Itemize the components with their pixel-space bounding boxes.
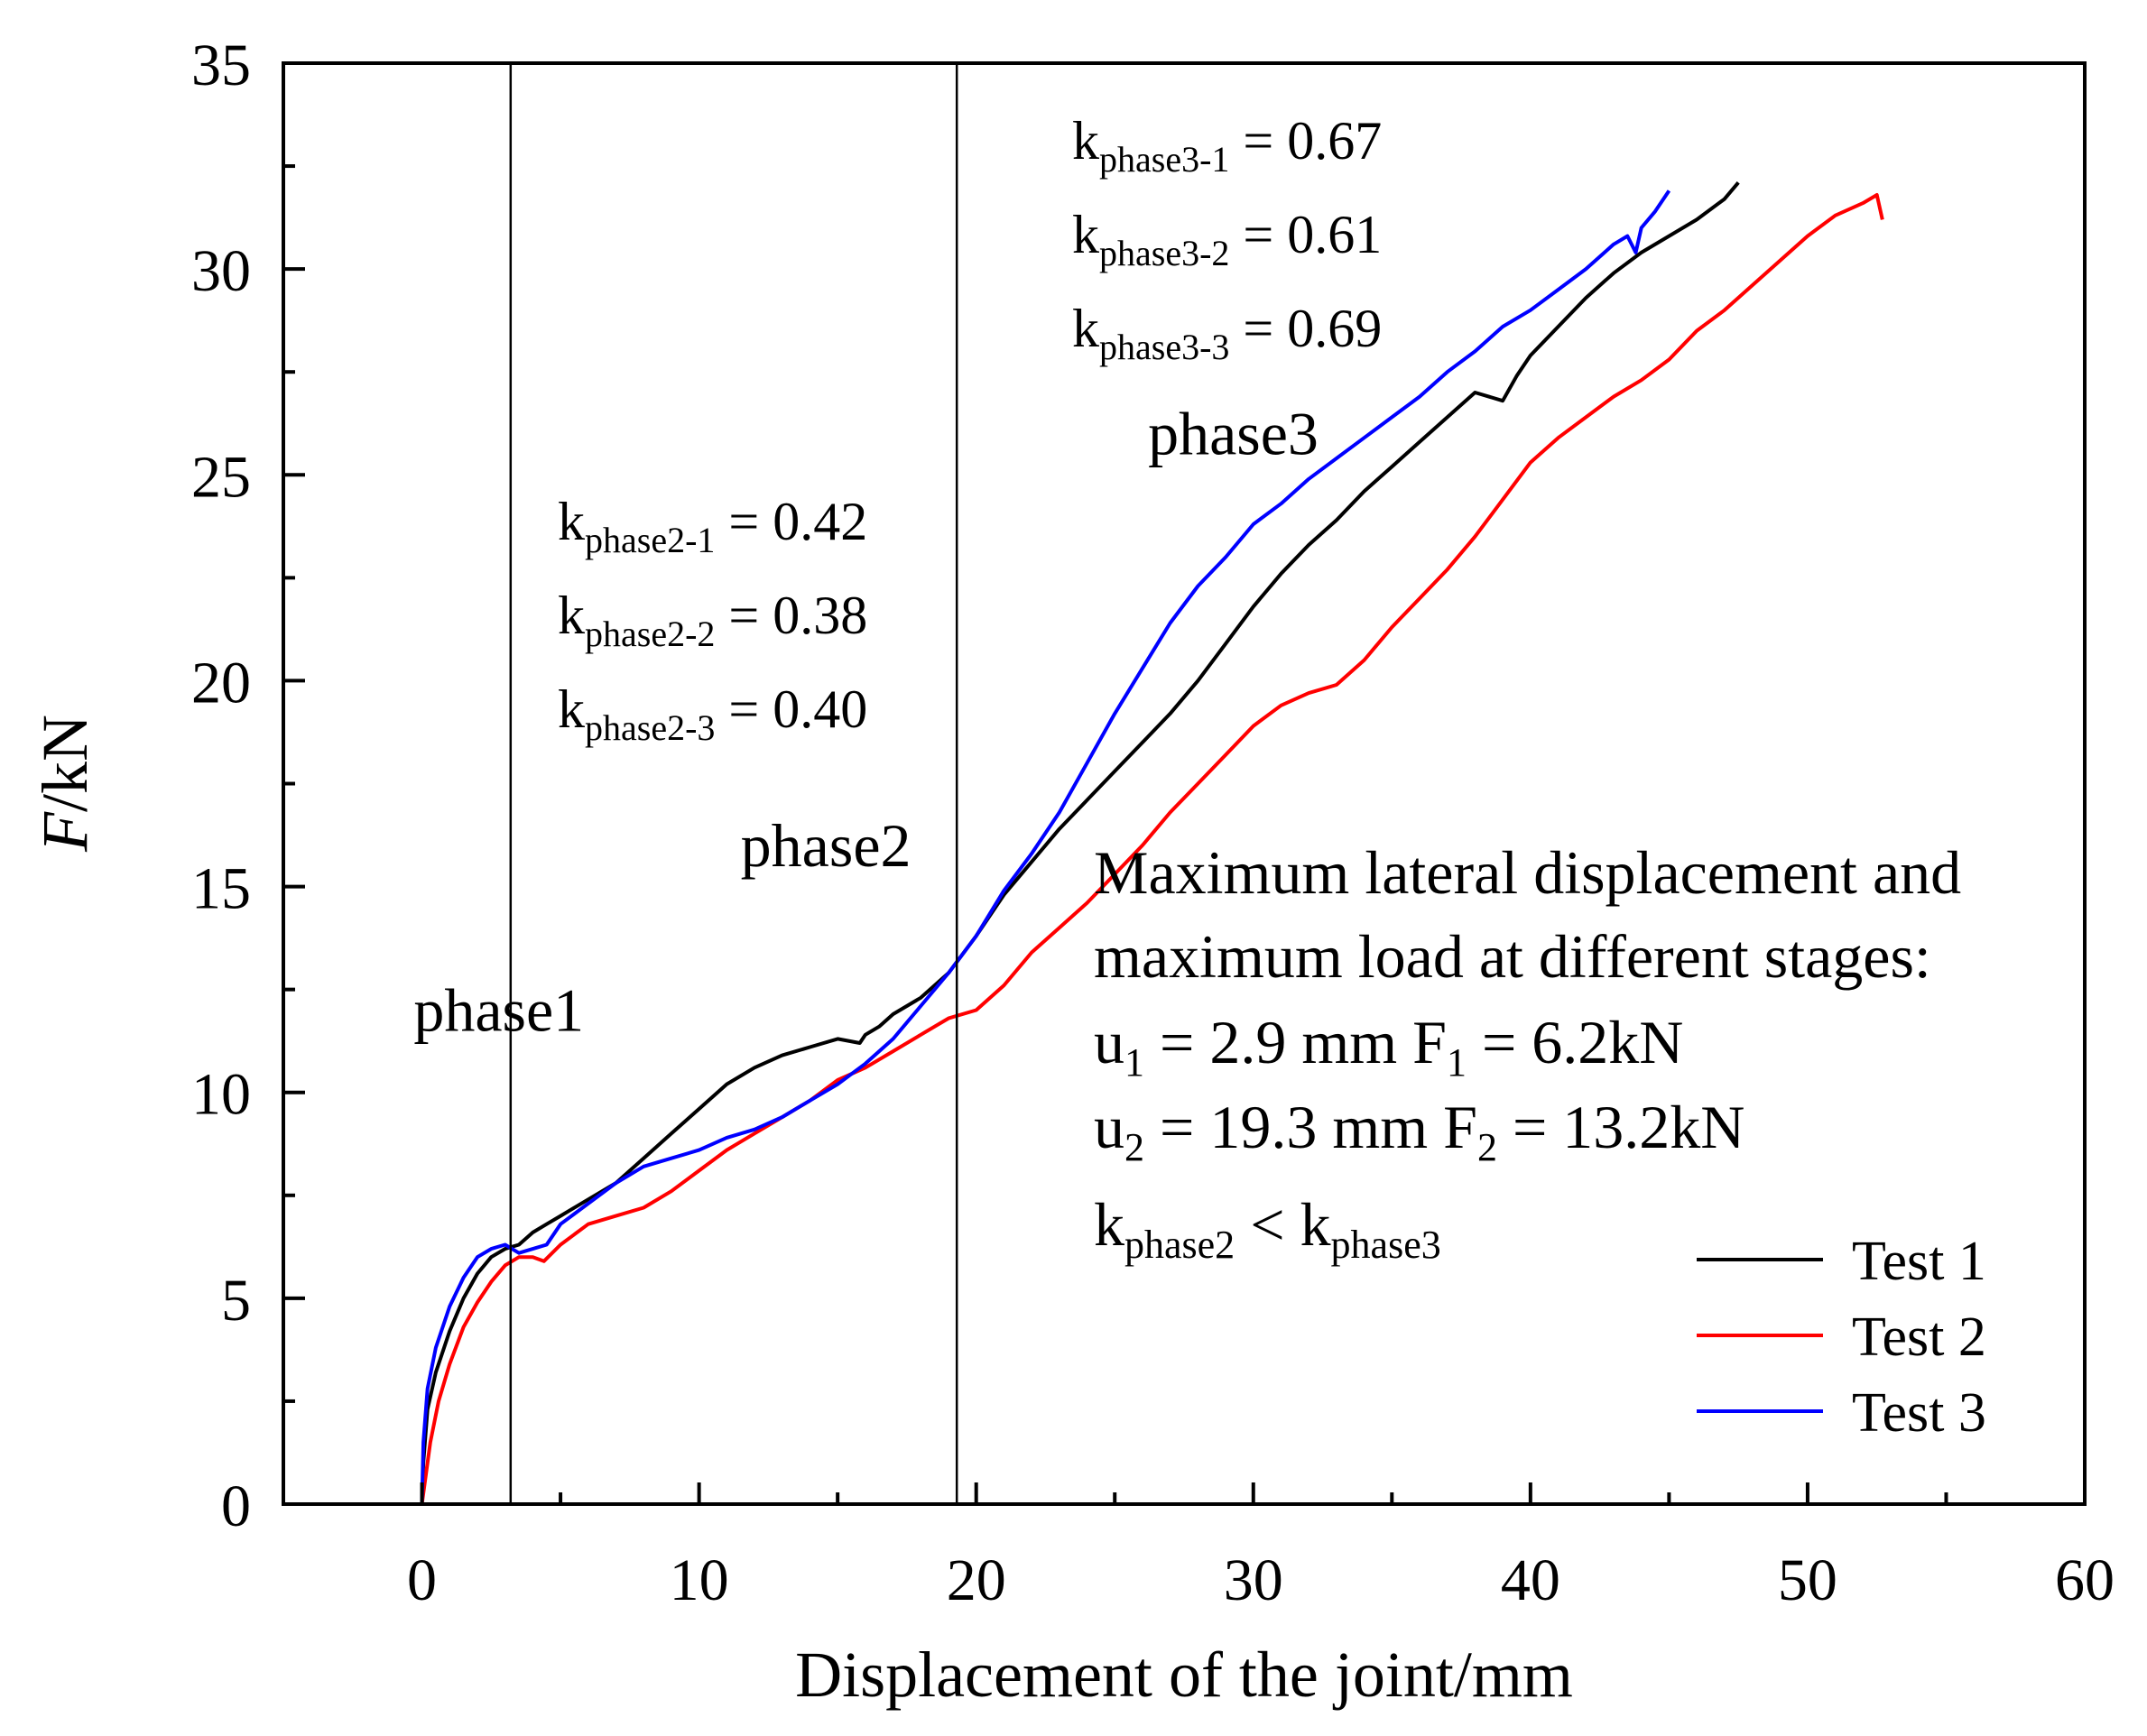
x-tick-label: 30 [1224,1547,1283,1613]
y-tick-label: 25 [191,444,251,510]
phase3-slope-3: kphase3-3 = 0.69 [1072,299,1382,367]
x-tick-label: 40 [1501,1547,1560,1613]
summary-annotation: Maximum lateral displacement and maximum… [1094,838,1961,1267]
legend: Test 1 Test 2 Test 3 [1697,1231,1986,1444]
summary-line-1: Maximum lateral displacement and [1094,838,1961,907]
x-tick-label: 50 [1778,1547,1837,1613]
phase2-slope-2: kphase2-2 = 0.38 [558,586,867,654]
x-axis-label: Displacement of the joint/mm [795,1639,1573,1711]
summary-u2: u2 = 19.3 mm F2 = 13.2kN [1094,1093,1744,1169]
phase-label-1: phase1 [413,975,584,1044]
summary-k-compare: kphase2 < kphase3 [1094,1190,1441,1267]
phase3-slope-1: kphase3-1 = 0.67 [1072,111,1382,180]
legend-label-test-1: Test 1 [1852,1231,1986,1292]
phase2-slope-annotations: kphase2-1 = 0.42 kphase2-2 = 0.38 kphase… [558,492,867,748]
y-tick-label: 5 [221,1268,251,1334]
legend-label-test-3: Test 3 [1852,1382,1986,1444]
x-tick-label: 10 [670,1547,729,1613]
y-axis-label: F/kN [29,715,101,853]
y-tick-label: 10 [191,1062,251,1128]
phase-label-2: phase2 [741,811,912,880]
y-tick-label: 0 [221,1473,251,1539]
y-tick-label: 15 [191,856,251,922]
summary-line-2: maximum load at different stages: [1094,922,1931,991]
y-tick-label: 20 [191,650,251,716]
series-line-test-3 [420,189,1671,1504]
x-tick-label: 20 [947,1547,1006,1613]
phase-label-3: phase3 [1148,399,1319,467]
y-tick-label: 30 [191,238,251,304]
x-tick-label: 0 [407,1547,437,1613]
y-tick-label: 35 [191,32,251,98]
phase3-slope-2: kphase3-2 = 0.61 [1072,205,1382,273]
x-tick-label: 60 [2055,1547,2115,1613]
legend-label-test-2: Test 2 [1852,1307,1986,1368]
series-line-test-2 [420,193,1884,1504]
phase3-slope-annotations: kphase3-1 = 0.67 kphase3-2 = 0.61 kphase… [1072,111,1382,367]
phase2-slope-3: kphase2-3 = 0.40 [558,679,867,748]
phase2-slope-1: kphase2-1 = 0.42 [558,492,867,560]
summary-u1: u1 = 2.9 mm F1 = 6.2kN [1094,1008,1683,1085]
